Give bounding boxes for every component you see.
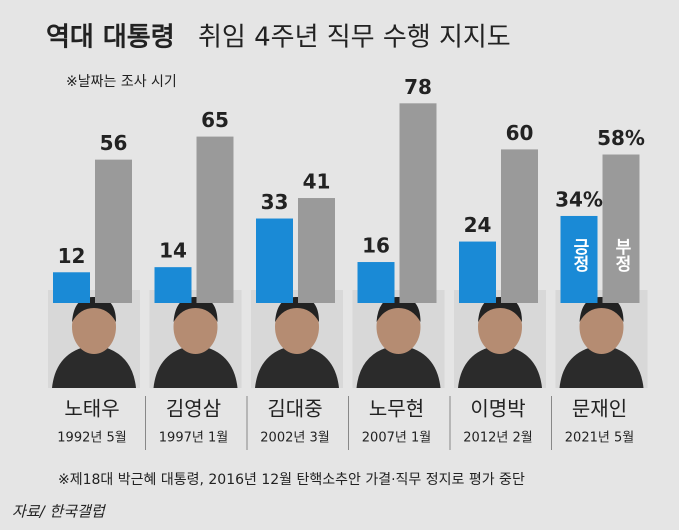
chart-title: 역대 대통령 — [46, 23, 175, 53]
value-label: 58% — [597, 126, 645, 150]
bar — [298, 198, 335, 303]
category-date: 2002년 3월 — [260, 431, 329, 446]
bar — [95, 159, 132, 303]
legend-label: 부정 — [611, 238, 631, 273]
bar — [196, 136, 234, 303]
portrait-hair — [173, 296, 218, 322]
value-label: 24 — [464, 213, 492, 237]
value-label: 33 — [261, 190, 289, 214]
portrait-hair — [275, 296, 319, 322]
category-date: 2021년 5월 — [565, 431, 634, 446]
x-tick-label: 문재인 — [572, 397, 627, 421]
value-label: 60 — [506, 121, 534, 145]
portrait-head — [72, 300, 116, 354]
bar — [459, 241, 496, 303]
bar — [53, 272, 90, 303]
footnote: ※제18대 박근혜 대통령, 2016년 12월 탄핵소추안 가결·직무 정지로… — [58, 472, 525, 488]
subtitle: ※날짜는 조사 시기 — [66, 74, 177, 90]
portrait-hair — [72, 296, 116, 322]
bar — [399, 103, 437, 303]
value-label: 65 — [201, 108, 229, 132]
value-label: 16 — [362, 234, 390, 258]
value-label: 12 — [58, 244, 86, 268]
x-tick-label: 김영삼 — [166, 397, 221, 421]
portrait-head — [579, 300, 624, 354]
portrait-head — [478, 300, 522, 354]
category-date: 2012년 2월 — [463, 431, 532, 446]
value-label: 41 — [303, 170, 331, 194]
portrait-body — [356, 345, 441, 388]
x-tick-label: 이명박 — [470, 397, 525, 421]
x-tick-label: 노태우 — [64, 397, 119, 421]
portrait-head — [173, 300, 218, 354]
x-tick-label: 김대중 — [267, 397, 322, 421]
portrait-head — [275, 300, 319, 354]
portrait-body — [153, 345, 238, 388]
bar — [357, 262, 395, 303]
category-date: 1997년 1월 — [159, 431, 228, 446]
portrait-body — [52, 345, 136, 388]
chart-title-rest: 취임 4주년 직무 수행 지지도 — [198, 23, 511, 53]
portrait-hair — [478, 296, 522, 322]
value-label: 14 — [159, 239, 187, 263]
value-label: 34% — [555, 187, 603, 211]
source: 자료/ 한국갤럽 — [12, 503, 107, 521]
bar — [154, 267, 192, 303]
portrait-body — [255, 345, 339, 388]
value-label: 56 — [100, 131, 128, 155]
category-date: 1992년 5월 — [57, 431, 126, 446]
portrait-body — [458, 345, 542, 388]
bar — [560, 215, 598, 303]
portrait-body — [559, 345, 644, 388]
bar — [501, 149, 538, 303]
legend-label: 긍정 — [569, 238, 589, 273]
bar — [602, 154, 640, 303]
bar — [256, 218, 293, 303]
x-tick-label: 노무현 — [369, 397, 424, 421]
value-label: 78 — [404, 75, 432, 99]
portrait-hair — [376, 296, 421, 322]
portrait-hair — [579, 296, 624, 322]
portrait-head — [376, 300, 421, 354]
category-date: 2007년 1월 — [362, 431, 431, 446]
